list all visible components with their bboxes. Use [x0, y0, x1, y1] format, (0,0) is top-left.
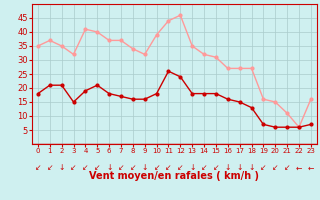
Text: ↙: ↙ [272, 163, 278, 172]
Text: ↙: ↙ [70, 163, 77, 172]
Text: ↙: ↙ [118, 163, 124, 172]
Text: ↙: ↙ [260, 163, 267, 172]
Text: ↙: ↙ [284, 163, 290, 172]
Text: ↙: ↙ [94, 163, 100, 172]
Text: ↙: ↙ [35, 163, 41, 172]
Text: ↙: ↙ [165, 163, 172, 172]
Text: ↓: ↓ [59, 163, 65, 172]
Text: ↙: ↙ [213, 163, 219, 172]
Text: ←: ← [308, 163, 314, 172]
Text: ↓: ↓ [225, 163, 231, 172]
Text: ↙: ↙ [201, 163, 207, 172]
Text: ↙: ↙ [47, 163, 53, 172]
Text: ↓: ↓ [248, 163, 255, 172]
Text: ↓: ↓ [106, 163, 112, 172]
Text: ↙: ↙ [130, 163, 136, 172]
Text: ↙: ↙ [177, 163, 184, 172]
Text: ↙: ↙ [153, 163, 160, 172]
Text: ↓: ↓ [236, 163, 243, 172]
Text: ↓: ↓ [141, 163, 148, 172]
Text: ←: ← [296, 163, 302, 172]
Text: ↙: ↙ [82, 163, 89, 172]
Text: ↓: ↓ [189, 163, 196, 172]
X-axis label: Vent moyen/en rafales ( km/h ): Vent moyen/en rafales ( km/h ) [89, 171, 260, 181]
